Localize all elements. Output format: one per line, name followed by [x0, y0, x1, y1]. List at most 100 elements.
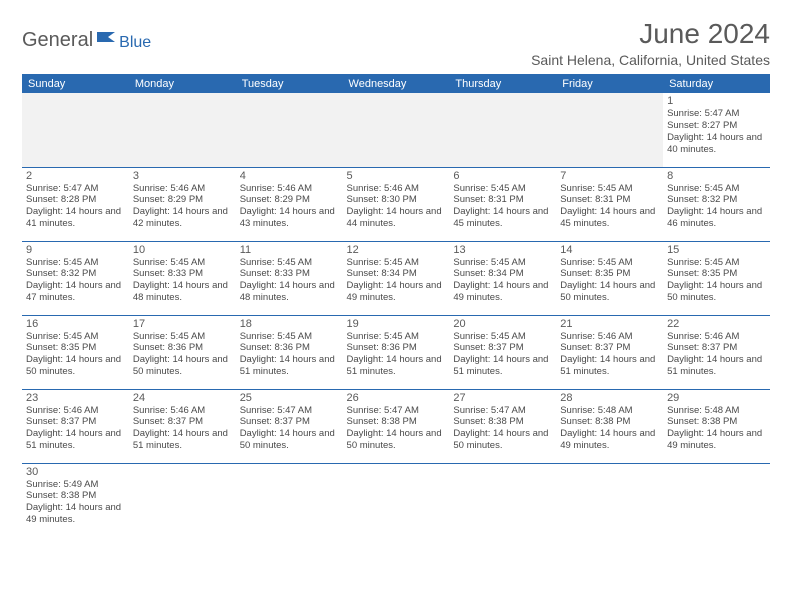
sunset-label: Sunset:: [26, 194, 58, 205]
daylight-line: Daylight: 14 hours and 51 minutes.: [26, 428, 125, 452]
sunrise-value: 5:45 AM: [384, 331, 419, 342]
sunset-line: Sunset: 8:37 PM: [560, 342, 659, 354]
weekday-header-row: SundayMondayTuesdayWednesdayThursdayFrid…: [22, 75, 770, 93]
daylight-label: Daylight:: [347, 428, 384, 439]
day-info: Sunrise: 5:46 AMSunset: 8:37 PMDaylight:…: [560, 331, 659, 379]
day-info: Sunrise: 5:47 AMSunset: 8:38 PMDaylight:…: [347, 405, 446, 453]
sunset-value: 8:37 PM: [595, 342, 630, 353]
sunrise-label: Sunrise:: [667, 331, 702, 342]
daylight-line: Daylight: 14 hours and 50 minutes.: [133, 354, 232, 378]
day-cell: 25Sunrise: 5:47 AMSunset: 8:37 PMDayligh…: [236, 389, 343, 463]
sunset-line: Sunset: 8:36 PM: [347, 342, 446, 354]
sunrise-label: Sunrise:: [133, 183, 168, 194]
day-cell: 29Sunrise: 5:48 AMSunset: 8:38 PMDayligh…: [663, 389, 770, 463]
day-cell: 13Sunrise: 5:45 AMSunset: 8:34 PMDayligh…: [449, 241, 556, 315]
daylight-label: Daylight:: [667, 354, 704, 365]
blank-cell: [343, 93, 450, 167]
daylight-label: Daylight:: [667, 132, 704, 143]
blank-cell: [129, 463, 236, 537]
sunrise-label: Sunrise:: [667, 405, 702, 416]
daylight-line: Daylight: 14 hours and 51 minutes.: [347, 354, 446, 378]
sunset-line: Sunset: 8:31 PM: [560, 194, 659, 206]
day-info: Sunrise: 5:45 AMSunset: 8:31 PMDaylight:…: [560, 183, 659, 231]
sunrise-line: Sunrise: 5:45 AM: [453, 257, 552, 269]
blank-cell: [343, 463, 450, 537]
sunset-label: Sunset:: [453, 342, 485, 353]
sunrise-value: 5:45 AM: [384, 257, 419, 268]
sunset-value: 8:38 PM: [595, 416, 630, 427]
daylight-label: Daylight:: [26, 428, 63, 439]
calendar-body: 1Sunrise: 5:47 AMSunset: 8:27 PMDaylight…: [22, 93, 770, 537]
sunset-line: Sunset: 8:38 PM: [667, 416, 766, 428]
daylight-label: Daylight:: [453, 428, 490, 439]
sunrise-line: Sunrise: 5:47 AM: [347, 405, 446, 417]
sunrise-label: Sunrise:: [453, 405, 488, 416]
sunrise-line: Sunrise: 5:46 AM: [133, 183, 232, 195]
daylight-label: Daylight:: [560, 280, 597, 291]
day-info: Sunrise: 5:46 AMSunset: 8:29 PMDaylight:…: [133, 183, 232, 231]
sunset-value: 8:38 PM: [61, 490, 96, 501]
day-info: Sunrise: 5:48 AMSunset: 8:38 PMDaylight:…: [667, 405, 766, 453]
flag-icon: [97, 30, 119, 47]
daylight-line: Daylight: 14 hours and 45 minutes.: [453, 206, 552, 230]
blank-cell: [449, 463, 556, 537]
sunset-value: 8:37 PM: [61, 416, 96, 427]
calendar-row: 30Sunrise: 5:49 AMSunset: 8:38 PMDayligh…: [22, 463, 770, 537]
sunset-line: Sunset: 8:38 PM: [453, 416, 552, 428]
day-cell: 26Sunrise: 5:47 AMSunset: 8:38 PMDayligh…: [343, 389, 450, 463]
day-number: 12: [347, 244, 446, 256]
sunset-line: Sunset: 8:29 PM: [240, 194, 339, 206]
day-info: Sunrise: 5:45 AMSunset: 8:31 PMDaylight:…: [453, 183, 552, 231]
sunrise-value: 5:45 AM: [170, 257, 205, 268]
day-number: 1: [667, 95, 766, 107]
weekday-header: Friday: [556, 75, 663, 93]
sunrise-label: Sunrise:: [26, 331, 61, 342]
sunrise-line: Sunrise: 5:45 AM: [133, 331, 232, 343]
daylight-label: Daylight:: [453, 280, 490, 291]
day-cell: 24Sunrise: 5:46 AMSunset: 8:37 PMDayligh…: [129, 389, 236, 463]
daylight-line: Daylight: 14 hours and 50 minutes.: [560, 280, 659, 304]
sunrise-value: 5:45 AM: [598, 257, 633, 268]
sunset-value: 8:30 PM: [381, 194, 416, 205]
sunset-label: Sunset:: [240, 342, 272, 353]
sunrise-value: 5:46 AM: [277, 183, 312, 194]
sunset-label: Sunset:: [26, 490, 58, 501]
sunrise-label: Sunrise:: [133, 331, 168, 342]
weekday-header: Wednesday: [343, 75, 450, 93]
sunset-label: Sunset:: [347, 416, 379, 427]
sunrise-value: 5:47 AM: [705, 108, 740, 119]
sunrise-label: Sunrise:: [26, 183, 61, 194]
sunrise-label: Sunrise:: [240, 331, 275, 342]
sunrise-value: 5:45 AM: [277, 257, 312, 268]
daylight-line: Daylight: 14 hours and 40 minutes.: [667, 132, 766, 156]
sunset-value: 8:36 PM: [168, 342, 203, 353]
day-number: 30: [26, 466, 125, 478]
sunset-value: 8:38 PM: [488, 416, 523, 427]
weekday-header: Sunday: [22, 75, 129, 93]
sunrise-line: Sunrise: 5:45 AM: [133, 257, 232, 269]
daylight-label: Daylight:: [560, 428, 597, 439]
day-info: Sunrise: 5:45 AMSunset: 8:35 PMDaylight:…: [26, 331, 125, 379]
sunrise-label: Sunrise:: [347, 183, 382, 194]
sunset-label: Sunset:: [26, 416, 58, 427]
sunset-value: 8:29 PM: [168, 194, 203, 205]
sunrise-value: 5:47 AM: [491, 405, 526, 416]
sunrise-value: 5:45 AM: [491, 257, 526, 268]
day-number: 27: [453, 392, 552, 404]
day-number: 13: [453, 244, 552, 256]
daylight-line: Daylight: 14 hours and 50 minutes.: [26, 354, 125, 378]
sunrise-label: Sunrise:: [560, 331, 595, 342]
sunrise-label: Sunrise:: [347, 331, 382, 342]
sunrise-value: 5:45 AM: [598, 183, 633, 194]
sunrise-line: Sunrise: 5:45 AM: [560, 257, 659, 269]
sunset-value: 8:37 PM: [488, 342, 523, 353]
sunset-line: Sunset: 8:37 PM: [240, 416, 339, 428]
day-cell: 22Sunrise: 5:46 AMSunset: 8:37 PMDayligh…: [663, 315, 770, 389]
day-cell: 1Sunrise: 5:47 AMSunset: 8:27 PMDaylight…: [663, 93, 770, 167]
daylight-line: Daylight: 14 hours and 44 minutes.: [347, 206, 446, 230]
day-number: 18: [240, 318, 339, 330]
daylight-line: Daylight: 14 hours and 45 minutes.: [560, 206, 659, 230]
sunrise-line: Sunrise: 5:46 AM: [26, 405, 125, 417]
sunset-label: Sunset:: [560, 342, 592, 353]
day-info: Sunrise: 5:45 AMSunset: 8:32 PMDaylight:…: [667, 183, 766, 231]
